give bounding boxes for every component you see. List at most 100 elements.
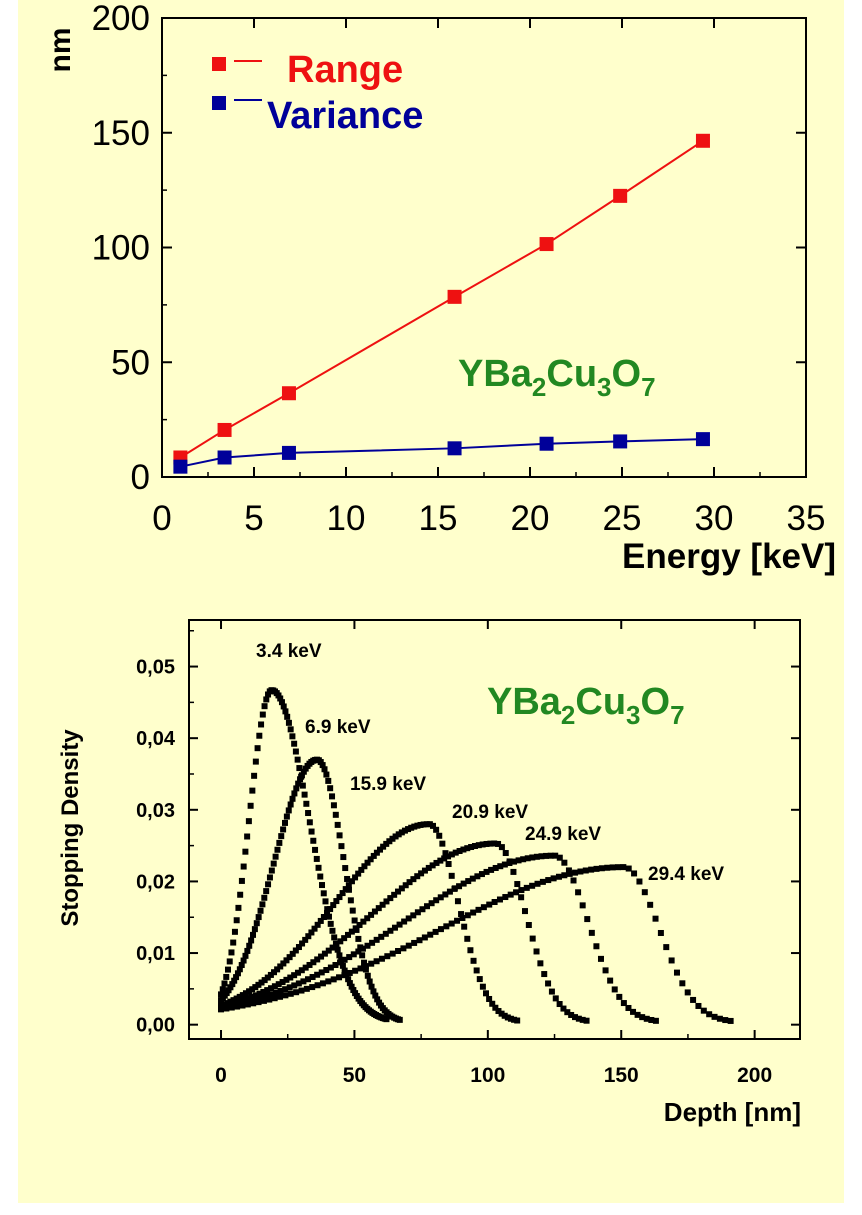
data-point [276, 839, 283, 846]
data-point [533, 948, 540, 955]
data-point [387, 927, 394, 934]
data-point [383, 840, 390, 847]
data-point [364, 915, 371, 922]
data-point [320, 914, 327, 921]
data-point [538, 853, 545, 860]
data-point [272, 989, 279, 996]
data-point [436, 832, 443, 839]
data-point [395, 888, 402, 895]
data-point [529, 854, 536, 861]
data-point [255, 981, 262, 988]
data-point [634, 1011, 641, 1018]
data-point [300, 978, 307, 985]
data-point [308, 929, 315, 936]
data-point [251, 926, 258, 933]
data-point [346, 969, 353, 976]
data-point [339, 962, 346, 969]
data-point-range [695, 133, 710, 148]
data-point [534, 880, 541, 887]
data-point [647, 901, 654, 908]
data-point [263, 696, 270, 703]
data-point-variance [217, 450, 232, 465]
data-point [437, 926, 444, 933]
data-point [426, 821, 433, 828]
data-point [430, 822, 437, 829]
data-point [515, 857, 522, 864]
data-point [577, 868, 584, 875]
data-point [261, 977, 268, 984]
data-point [309, 974, 316, 981]
data-point [529, 882, 536, 889]
data-point [716, 1015, 723, 1022]
data-point [221, 980, 228, 987]
data-point [293, 989, 300, 996]
data-point [405, 915, 412, 922]
data-point [443, 923, 450, 930]
data-point [502, 850, 509, 857]
data-point [284, 713, 291, 720]
data-point [414, 873, 421, 880]
data-point [401, 918, 408, 925]
data-point [700, 1007, 707, 1014]
data-point [268, 867, 275, 874]
data-point [414, 909, 421, 916]
y-axis-label: nm [44, 28, 77, 73]
data-point [314, 921, 321, 928]
data-point [652, 915, 659, 922]
data-point [410, 912, 417, 919]
data-point [314, 956, 321, 963]
legend-marker-range [212, 57, 226, 71]
data-point [271, 969, 278, 976]
data-point [336, 952, 343, 959]
data-point [283, 957, 290, 964]
data-point [292, 947, 299, 954]
data-point [296, 765, 303, 772]
data-point [319, 980, 326, 987]
data-point [252, 992, 259, 999]
data-point [361, 863, 368, 870]
data-point [486, 901, 493, 908]
data-point [362, 966, 369, 973]
data-point [441, 855, 448, 862]
data-point [389, 835, 396, 842]
x-tick-label: 0 [152, 499, 171, 538]
data-point [414, 822, 421, 829]
data-point-range [281, 386, 296, 401]
data-point [520, 856, 527, 863]
data-point [298, 772, 305, 779]
data-point [367, 856, 374, 863]
data-point [265, 881, 272, 888]
data-point [244, 1001, 251, 1008]
data-point [311, 925, 318, 932]
data-point [327, 964, 334, 971]
data-point [695, 1002, 702, 1009]
data-point [278, 699, 285, 706]
series-line-range [179, 139, 704, 459]
legend-label-variance: Variance [267, 95, 423, 137]
data-point [521, 908, 528, 915]
data-point [347, 897, 354, 904]
data-point [514, 1017, 521, 1024]
data-point [336, 974, 343, 981]
data-point [467, 947, 474, 954]
data-point [518, 887, 525, 894]
data-point [345, 886, 352, 893]
curve-label: 15.9 keV [350, 774, 426, 795]
data-point [325, 978, 332, 985]
data-point [240, 863, 247, 870]
data-point [348, 928, 355, 935]
data-point [684, 989, 691, 996]
data-point [281, 819, 288, 826]
data-point [345, 976, 352, 983]
data-point [317, 873, 324, 880]
y-tick-label: 0 [131, 458, 150, 497]
data-point [348, 878, 355, 885]
data-point [588, 866, 595, 873]
data-point [260, 997, 267, 1004]
data-point [375, 905, 382, 912]
data-point [572, 869, 579, 876]
data-point [579, 902, 586, 909]
data-point [396, 921, 403, 928]
data-point [236, 993, 243, 1000]
x-tick-label: 20 [511, 499, 550, 538]
